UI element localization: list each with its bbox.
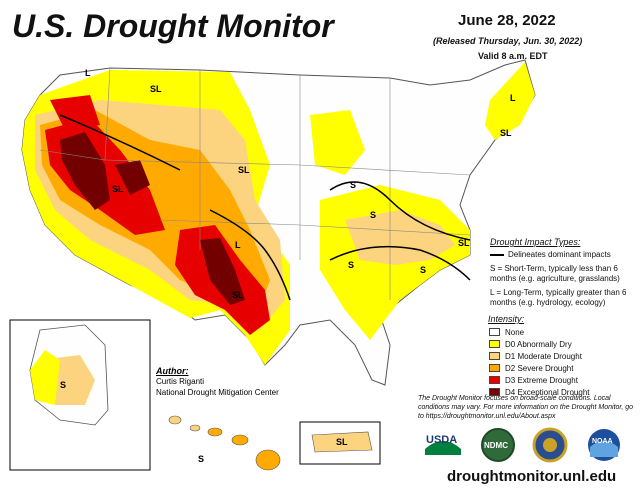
legend-d2: D2 Severe Drought [489, 363, 573, 373]
map-label-sl-texas: SL [232, 290, 244, 300]
author-org: National Drought Mitigation Center [156, 388, 279, 397]
legend-swatch-none [489, 328, 500, 336]
legend-d0: D0 Abnormally Dry [489, 339, 572, 349]
impact-delineates: Delineates dominant impacts [490, 250, 638, 260]
ndmc-logo-text: NDMC [484, 441, 508, 450]
puerto-rico-shape [311, 431, 373, 453]
alaska-d0 [30, 350, 60, 405]
map-label-sl-nebraska: SL [238, 165, 250, 175]
noaa-logo [584, 428, 624, 462]
hawaii-islands [168, 415, 281, 471]
ndmc-logo-mark [481, 428, 515, 462]
map-label-s-hawaii: S [198, 454, 205, 464]
map-label-l-oregon: L [85, 68, 91, 78]
website-url[interactable]: droughtmonitor.unl.edu [447, 468, 617, 485]
impact-boundaries [59, 114, 471, 301]
usda-logo-mark [425, 441, 461, 455]
map-label-l-newmexico: L [235, 240, 241, 250]
state-lines [39, 67, 471, 300]
impact-short-term: S = Short-Term, typically less than 6 mo… [490, 264, 620, 283]
ndmc-logo [478, 428, 518, 462]
legend-swatch-d1 [489, 352, 500, 360]
release-date: (Released Thursday, Jun. 30, 2022) [433, 36, 583, 46]
usda-logo-text: USDA [426, 434, 458, 446]
legend-label: D1 Moderate Drought [505, 351, 582, 361]
map-label-s-georgia: S [420, 265, 427, 275]
map-label-l-maine: L [510, 93, 516, 103]
footnote: The Drought Monitor focuses on broad-sca… [418, 395, 634, 420]
map-date: June 28, 2022 [458, 12, 556, 29]
legend-label: D4 Exceptional Drought [505, 387, 590, 397]
legend-d1: D1 Moderate Drought [489, 351, 582, 361]
impact-delineates-text: Delineates dominant impacts [508, 250, 611, 259]
d0-region-northeast [485, 62, 535, 140]
legend-swatch-d0 [489, 340, 500, 348]
legend-swatch-d4 [489, 388, 500, 396]
map-label-sl-puerto-rico: SL [336, 437, 348, 447]
legend-label: D2 Severe Drought [505, 363, 574, 373]
map-label-sl-carolinas: SL [458, 238, 470, 248]
map-label-s-kentucky: S [370, 210, 377, 220]
intensity-title: Intensity: [488, 314, 525, 324]
valid-time: Valid 8 a.m. EDT [478, 51, 548, 61]
d4-region-texas [200, 238, 245, 305]
legend-swatch-d3 [489, 376, 500, 384]
noaa-logo-mark [588, 429, 620, 461]
map-label-s-illinois: S [350, 180, 357, 190]
map-label-s-alaska: S [60, 380, 67, 390]
map-title: U.S. Drought Monitor [12, 8, 334, 44]
d1-region-southeast [345, 210, 455, 265]
usda-logo [422, 428, 464, 462]
impact-types-title: Drought Impact Types: [490, 237, 581, 247]
legend-swatch-d2 [489, 364, 500, 372]
impact-boundary-icon [490, 253, 504, 256]
legend-d4: D4 Exceptional Drought [489, 387, 590, 397]
impact-long-term: L = Long-Term, typically greater than 6 … [490, 288, 627, 307]
map-label-s-mississippi: S [348, 260, 355, 270]
noaa-logo-text: NOAA [592, 438, 613, 445]
legend-none: None [489, 327, 524, 337]
legend-d3: D3 Extreme Drought [489, 375, 578, 385]
legend-label: D3 Extreme Drought [505, 375, 578, 385]
author-label: Author: [156, 366, 189, 376]
d3-region-pnw [50, 95, 100, 130]
author-name: Curtis Riganti [156, 377, 205, 386]
d4-region-utah [115, 160, 150, 195]
doc-seal [530, 427, 570, 463]
legend-label: D0 Abnormally Dry [505, 339, 572, 349]
map-label-sl-utah: SL [112, 184, 124, 194]
legend-label: None [505, 327, 525, 337]
d0-region-midwest [310, 110, 365, 175]
d4-region-california [60, 132, 110, 210]
map-label-sl-newengland: SL [500, 128, 512, 138]
map-label-sl-montana: SL [150, 84, 162, 94]
doc-seal-mark [532, 427, 568, 463]
